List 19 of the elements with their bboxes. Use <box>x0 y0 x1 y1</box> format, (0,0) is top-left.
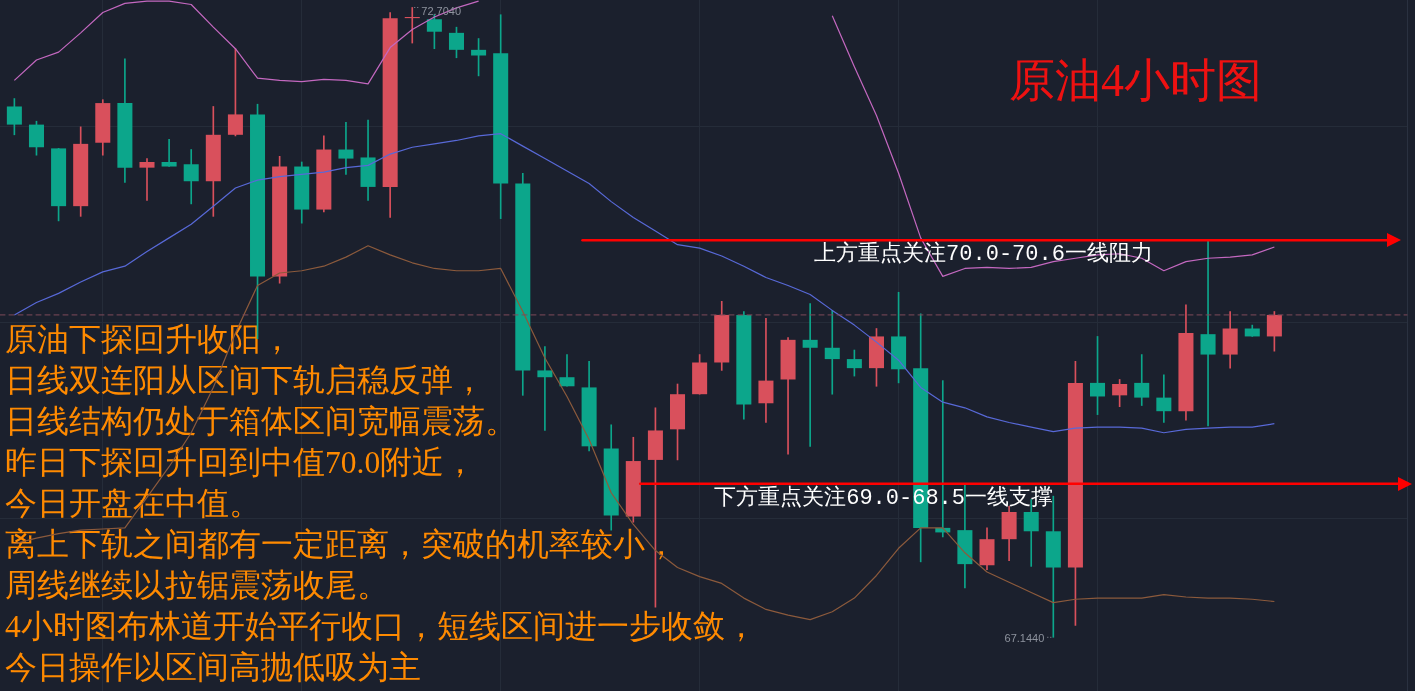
candlestick <box>824 310 840 395</box>
annotation: 4小时图布林道开始平行收口，短线区间进一步收敛， <box>5 609 757 644</box>
annotation: 昨日下探回升回到中值70.0附近， <box>5 445 477 480</box>
annotation: 今日开盘在中值。 <box>5 486 261 521</box>
candlestick <box>161 139 177 167</box>
candlestick <box>758 317 774 423</box>
candlestick <box>139 158 155 201</box>
annotation: 原油下探回升收阳， <box>5 322 293 357</box>
annotation: 今日操作以区间高抛低吸为主 <box>5 650 421 685</box>
candlestick <box>802 303 818 447</box>
annotation: 日线结构仍处于箱体区间宽幅震荡。 <box>5 404 517 439</box>
annotation: 日线双连阳从区间下轨启稳反弹， <box>5 363 485 398</box>
annotation: 离上下轨之间都有一定距离，突破的机率较小， <box>5 527 677 562</box>
annotation: 67.1440 <box>1004 632 1045 645</box>
text: 原油4小时图 <box>1008 55 1262 107</box>
annotation: 周线继续以拉锯震荡收尾。 <box>5 568 389 603</box>
candlestick <box>338 122 354 175</box>
candlestick <box>1200 239 1216 427</box>
candlestick <box>537 346 553 431</box>
